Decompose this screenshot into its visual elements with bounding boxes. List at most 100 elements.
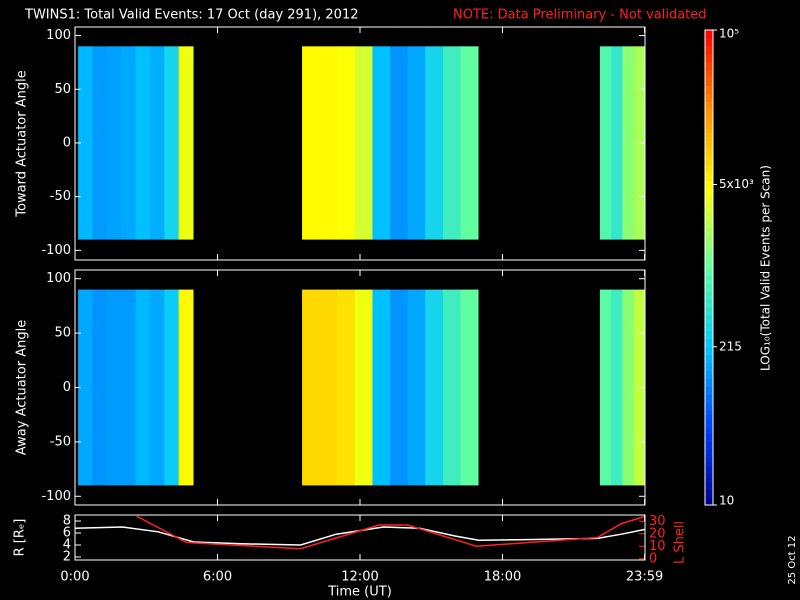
colorbar-cell bbox=[705, 148, 713, 158]
spectrogram-cell bbox=[337, 46, 356, 240]
colorbar-cell bbox=[705, 481, 713, 490]
spectrogram-cell bbox=[319, 46, 338, 240]
colorbar-cell bbox=[705, 235, 713, 245]
y-tick-label: 100 bbox=[46, 271, 71, 286]
colorbar-cell bbox=[705, 417, 713, 427]
y2-tick-label: 0 bbox=[649, 551, 657, 566]
colorbar-cell bbox=[705, 85, 713, 94]
colorbar-cell bbox=[705, 69, 713, 78]
spectrogram-cell bbox=[78, 46, 93, 240]
spectrogram-cell bbox=[164, 46, 180, 240]
colorbar-cell bbox=[705, 172, 713, 181]
colorbar-cell bbox=[705, 77, 713, 86]
y-tick-label: 2 bbox=[63, 550, 71, 565]
spectrogram-cell bbox=[354, 46, 373, 240]
chart-title: TWINS1: Total Valid Events: 17 Oct (day … bbox=[24, 8, 359, 23]
spectrogram-cell bbox=[611, 289, 623, 486]
colorbar-cell bbox=[705, 283, 713, 292]
colorbar-cell bbox=[705, 433, 713, 443]
colorbar-cell bbox=[705, 204, 713, 213]
colorbar-cell bbox=[705, 37, 713, 47]
colorbar-cell bbox=[705, 164, 713, 173]
spectrogram-cell bbox=[78, 289, 93, 486]
colorbar-cell bbox=[705, 220, 713, 229]
y-axis-label: Toward Actuator Angle bbox=[15, 70, 30, 217]
spectrogram-cell bbox=[425, 289, 444, 486]
colorbar-cell bbox=[705, 299, 713, 308]
colorbar-cell bbox=[705, 386, 713, 395]
spectrogram-cell bbox=[622, 46, 635, 240]
spectrogram-cell bbox=[622, 289, 635, 486]
colorbar-cell bbox=[705, 362, 713, 371]
colorbar-cell bbox=[705, 473, 713, 482]
colorbar-tick-label: 10⁵ bbox=[719, 27, 739, 41]
colorbar-cell bbox=[705, 465, 713, 474]
colorbar-cell bbox=[705, 259, 713, 268]
spectrogram-cell bbox=[442, 289, 461, 486]
colorbar-cell bbox=[705, 497, 713, 506]
colorbar-cell bbox=[705, 425, 713, 435]
x-tick-label: 6:00 bbox=[203, 570, 232, 585]
spectrogram-cell bbox=[354, 289, 373, 486]
colorbar-cell bbox=[705, 489, 713, 498]
colorbar-cell bbox=[705, 315, 713, 324]
colorbar-cell bbox=[705, 275, 713, 284]
spectrogram-cell bbox=[135, 289, 151, 486]
spectrogram-cell bbox=[178, 46, 194, 240]
colorbar-cell bbox=[705, 402, 713, 411]
colorbar-cell bbox=[705, 243, 713, 253]
spectrogram-cell bbox=[442, 46, 461, 240]
spectrogram-cell bbox=[425, 46, 444, 240]
spectrogram-cell bbox=[92, 289, 108, 486]
spectrogram-cell bbox=[390, 289, 409, 486]
colorbar-cell bbox=[705, 132, 713, 142]
colorbar-tick-label: 215 bbox=[719, 339, 742, 353]
colorbar-cell bbox=[705, 346, 713, 356]
y2-tick-label: 10 bbox=[649, 539, 666, 554]
colorbar-cell bbox=[705, 251, 713, 261]
y-tick-label: 0 bbox=[63, 380, 71, 395]
colorbar-cell bbox=[705, 117, 713, 126]
colorbar-cell bbox=[705, 307, 713, 316]
spectrogram-cell bbox=[372, 46, 391, 240]
y-axis-label: R [Rₑ] bbox=[13, 519, 28, 557]
spectrogram-cell bbox=[460, 289, 479, 486]
colorbar-cell bbox=[705, 196, 713, 205]
spectrogram-cell bbox=[390, 46, 409, 240]
y-tick-label: -50 bbox=[50, 189, 71, 204]
spectrogram-cell bbox=[106, 46, 122, 240]
colorbar-cell bbox=[705, 93, 713, 102]
colorbar-cell bbox=[705, 45, 713, 55]
colorbar-cell bbox=[705, 101, 713, 110]
spectrogram-cell bbox=[178, 289, 194, 486]
colorbar-cell bbox=[705, 338, 713, 348]
colorbar-cell bbox=[705, 410, 713, 419]
x-tick-label: 18:00 bbox=[484, 570, 521, 585]
colorbar-cell bbox=[705, 125, 713, 134]
spectrogram-cell bbox=[302, 289, 321, 486]
date-stamp: 25 Oct 12 bbox=[787, 535, 798, 584]
line bbox=[136, 515, 645, 550]
colorbar-cell bbox=[705, 53, 713, 63]
colorbar-cell bbox=[705, 109, 713, 118]
colorbar-cell bbox=[705, 378, 713, 387]
y-tick-label: 8 bbox=[63, 514, 71, 529]
y-tick-label: 100 bbox=[46, 28, 71, 43]
spectrogram-cell bbox=[599, 289, 612, 486]
y2-axis-label: L Shell bbox=[673, 521, 688, 564]
y2-tick-label: 30 bbox=[649, 514, 666, 529]
colorbar-cell bbox=[705, 441, 713, 451]
colorbar-tick-label: 5x10³ bbox=[719, 177, 754, 191]
colorbar-label: LOG₁₀(Total Valid Events per Scan) bbox=[759, 165, 773, 371]
y-tick-label: 50 bbox=[54, 82, 71, 97]
colorbar-cell bbox=[705, 30, 713, 39]
y-tick-label: 4 bbox=[63, 538, 71, 553]
spectrogram-cell bbox=[92, 46, 108, 240]
x-tick-label: 23:59 bbox=[626, 570, 663, 585]
colorbar-cell bbox=[705, 370, 713, 379]
colorbar-cell bbox=[705, 156, 713, 166]
colorbar-cell bbox=[705, 267, 713, 276]
spectrogram-cell bbox=[407, 289, 426, 486]
